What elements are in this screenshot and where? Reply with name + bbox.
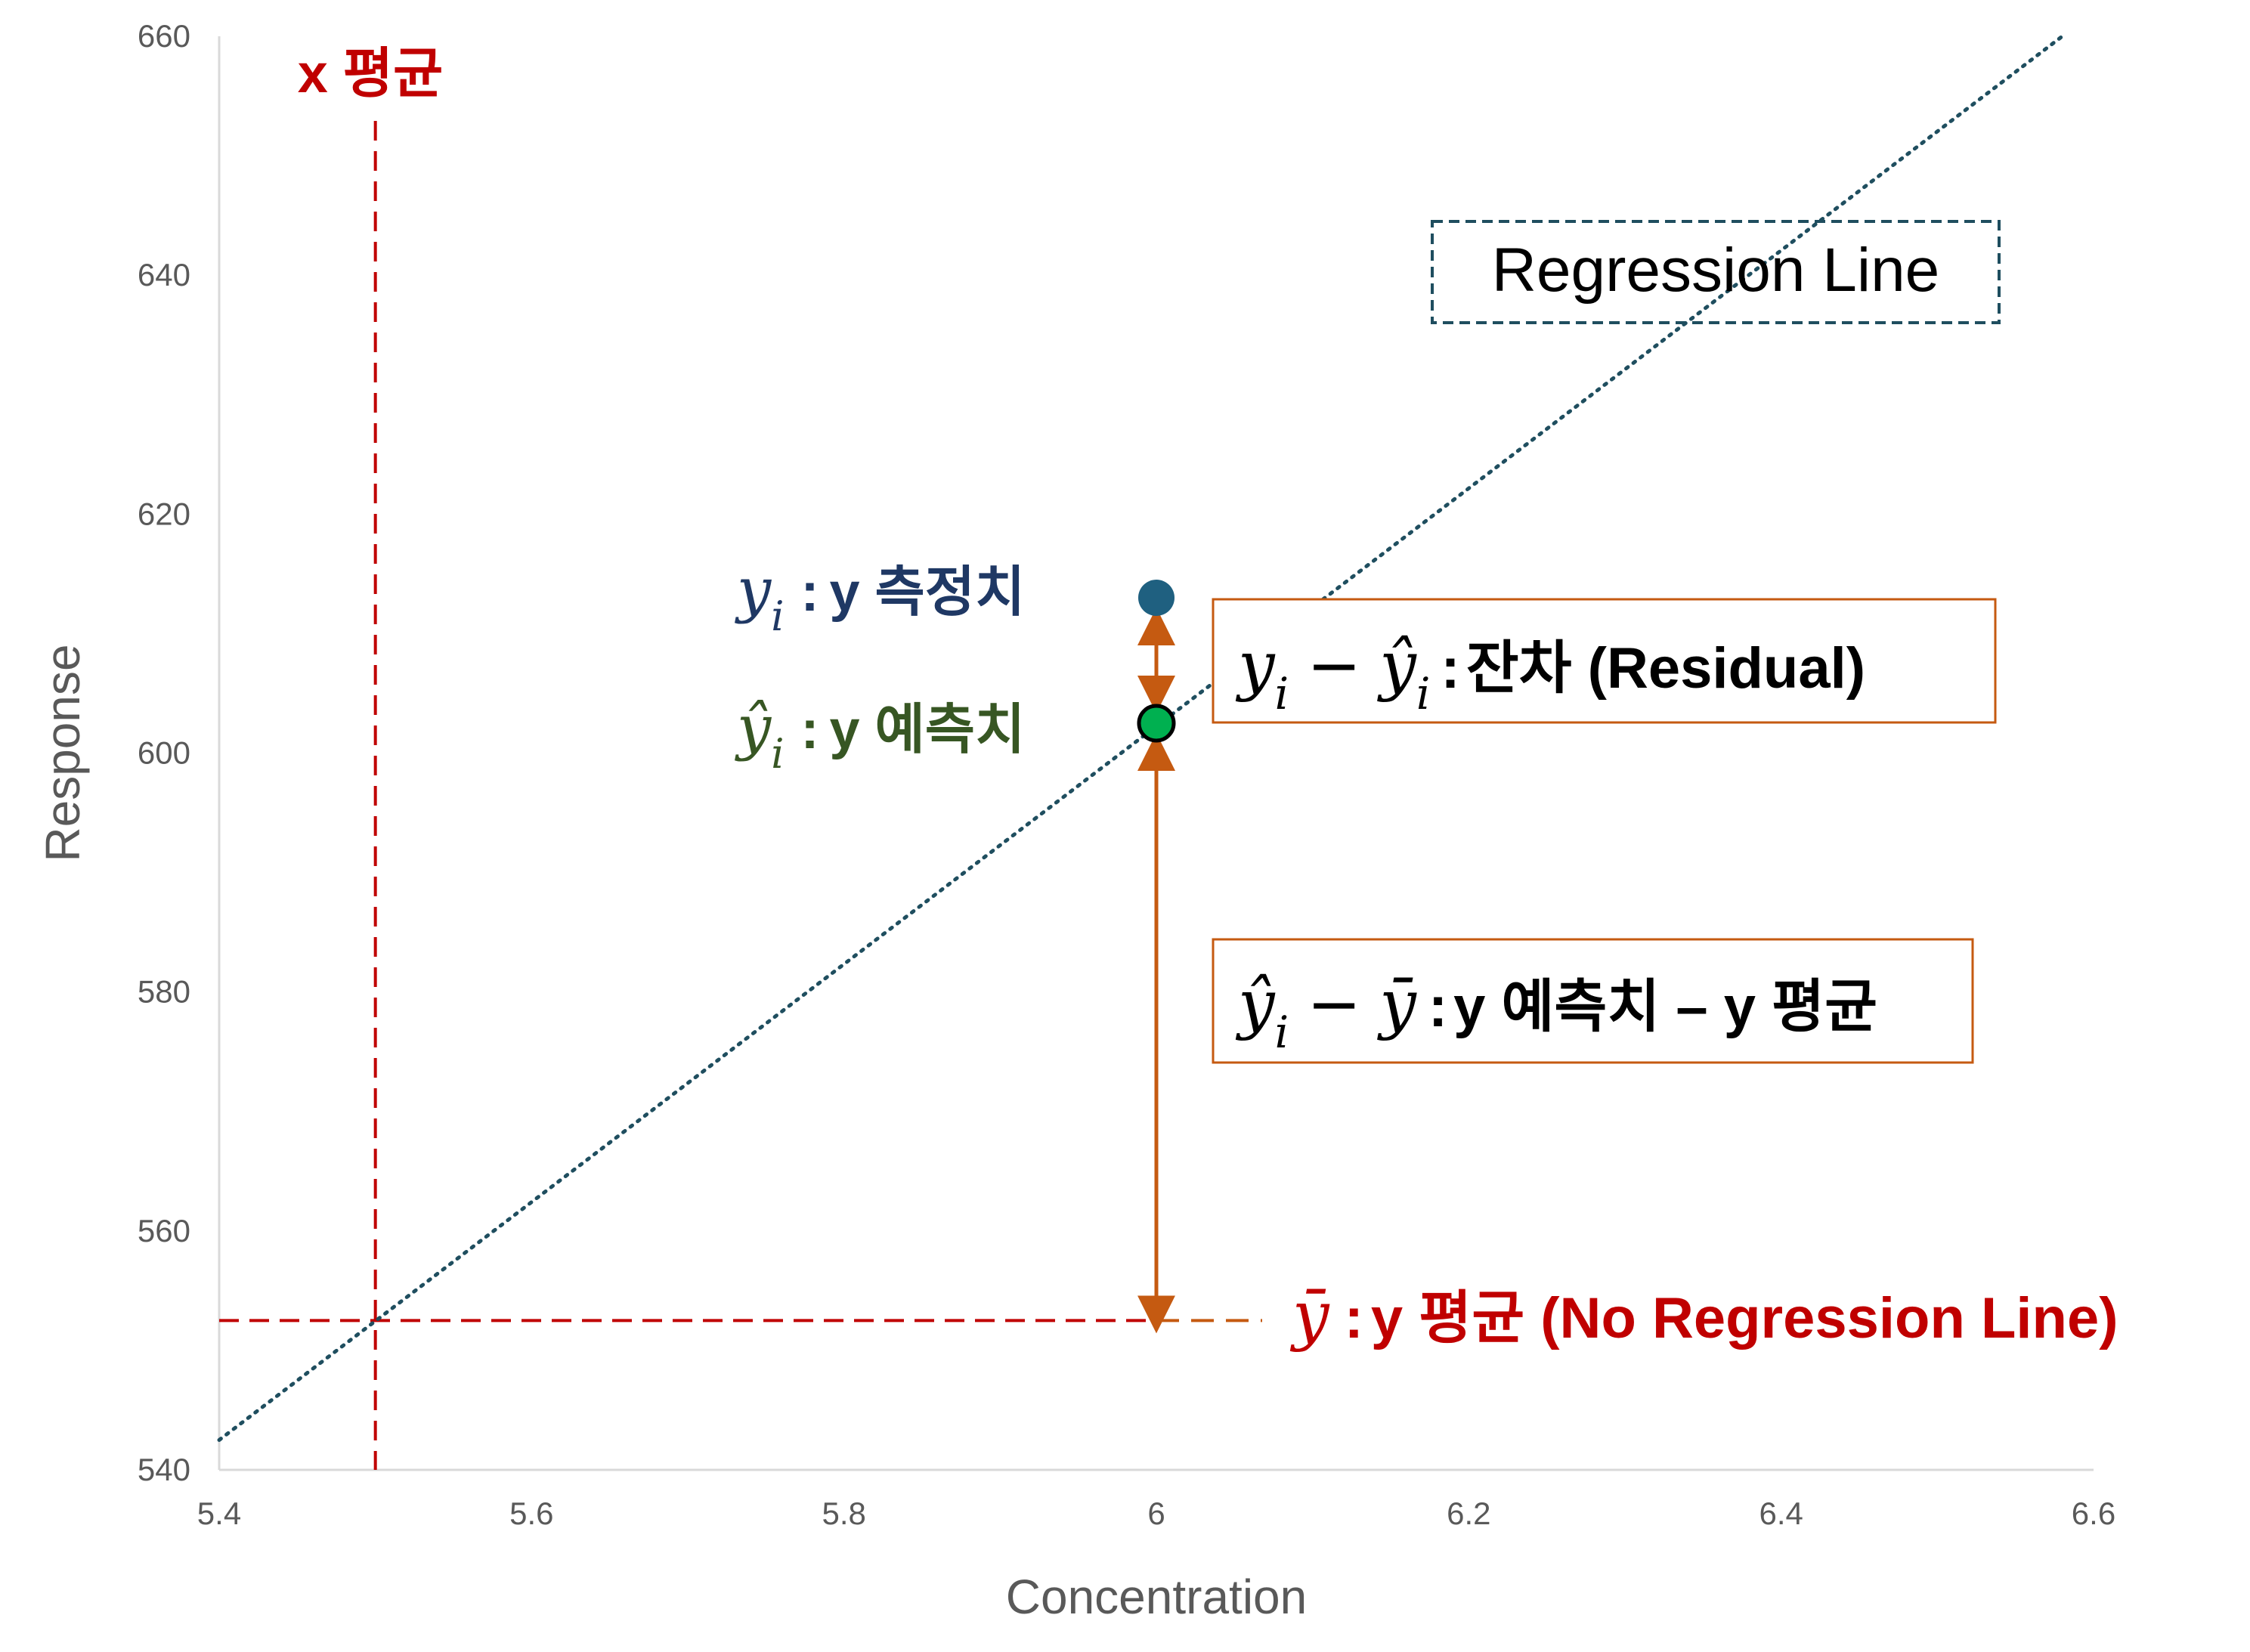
regression-line-label: Regression Line	[1492, 236, 1940, 305]
x-tick-label: 5.4	[197, 1496, 241, 1531]
predicted-point	[1137, 704, 1176, 743]
regression-label-box	[1431, 220, 2001, 324]
y-tick-label: 600	[138, 735, 190, 771]
observed-symbol: y	[735, 555, 772, 625]
residual-text: 잔차 (Residual)	[1466, 636, 1865, 701]
observed-subscript: i	[771, 592, 784, 640]
y-tick-label: 540	[138, 1452, 190, 1487]
predicted-subscript: i	[771, 730, 784, 778]
residual-label-box	[1212, 598, 1997, 724]
x-tick-label: 6	[1147, 1496, 1165, 1531]
explained-label-box	[1212, 938, 1974, 1064]
y-tick-label: 560	[138, 1213, 190, 1248]
observed-label: yi: y 측정치	[735, 555, 1025, 640]
x-mean-label: x 평균	[298, 44, 444, 104]
observed-point	[1138, 579, 1175, 616]
y-tick-label: 660	[138, 18, 190, 54]
x-tick-label: 5.6	[509, 1496, 553, 1531]
y-mean-label: ȳ:y 평균 (No Regression Line)	[1289, 1278, 2118, 1353]
predicted-symbol: ŷ	[735, 692, 772, 763]
x-tick-label: 6.4	[1759, 1496, 1803, 1531]
y-tick-label: 620	[138, 496, 190, 531]
explained-label: ŷi − ȳ: y 예측치 – y 평균	[1235, 967, 1877, 1058]
regression-line	[217, 34, 2065, 1442]
observed-text: y 측정치	[829, 562, 1025, 623]
y-tick-labels: 540 560 580 600 620 640 660	[138, 18, 190, 1487]
x-axis-title: Concentration	[1006, 1570, 1307, 1624]
x-tick-label: 5.8	[822, 1496, 865, 1531]
predicted-label: ŷi: y 예측치	[735, 692, 1025, 778]
residual-label: yi − ŷi: 잔차 (Residual)	[1235, 628, 1865, 719]
x-tick-labels: 5.4 5.6 5.8 6 6.2 6.4 6.6	[197, 1496, 2115, 1531]
x-tick-label: 6.6	[2072, 1496, 2115, 1531]
predicted-text: y 예측치	[829, 700, 1025, 760]
x-tick-label: 6.2	[1447, 1496, 1490, 1531]
explained-text: y 예측치 – y 평균	[1453, 975, 1877, 1039]
y-mean-text: y 평균 (No Regression Line)	[1371, 1286, 2118, 1350]
y-tick-label: 640	[138, 257, 190, 292]
y-axis-title: Response	[36, 644, 90, 862]
axes	[218, 36, 2094, 1471]
y-tick-label: 580	[138, 974, 190, 1010]
